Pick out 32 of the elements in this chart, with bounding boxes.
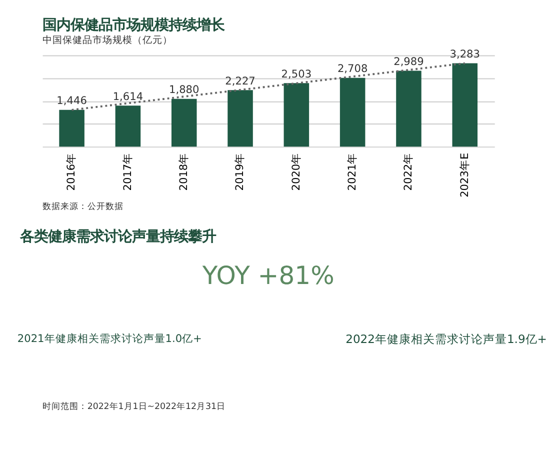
data-label: 1,880 <box>168 84 200 96</box>
x-tick-label: 2017年 <box>122 152 134 191</box>
data-label: 1,446 <box>56 95 88 108</box>
data-label: 2,989 <box>394 56 424 68</box>
x-tick-label: 2021年 <box>346 152 358 191</box>
source-note: 数据来源：公开数据 <box>42 201 124 212</box>
chart-title: 国内保健品市场规模持续增长 <box>42 16 226 34</box>
bar <box>340 78 366 147</box>
x-tick-label: 2023年E <box>458 152 471 198</box>
bar <box>396 70 422 147</box>
text: 2022年健康相关需求讨论声量1.9亿+ <box>346 332 547 346</box>
x-tick-label: 2018年 <box>178 152 190 191</box>
text: 2021年健康相关需求讨论声量1.0亿+ <box>17 332 202 345</box>
text: YOY +81% <box>201 261 334 290</box>
data-label: 2,503 <box>281 68 312 80</box>
data-label: 2,708 <box>337 63 368 76</box>
x-tick-label: 2020年 <box>290 152 302 191</box>
x-tick-label: 2016年 <box>66 152 78 191</box>
bar <box>284 83 310 147</box>
bar <box>171 98 197 147</box>
bar <box>452 63 478 147</box>
bar <box>228 90 253 147</box>
data-label: 2,227 <box>225 75 256 88</box>
data-label: 3,283 <box>450 48 480 60</box>
text: 时间范围：2022年1月1日~2022年12月31日 <box>42 401 226 412</box>
bar <box>115 106 141 147</box>
text: 各类健康需求讨论声量持续攀升 <box>18 228 216 245</box>
x-tick-label: 2022年 <box>402 152 415 191</box>
data-label: 1,614 <box>112 90 144 103</box>
chart-subtitle: 中国保健品市场规模（亿元） <box>42 34 172 46</box>
bar <box>59 110 84 147</box>
x-tick-label: 2019年 <box>234 152 246 191</box>
